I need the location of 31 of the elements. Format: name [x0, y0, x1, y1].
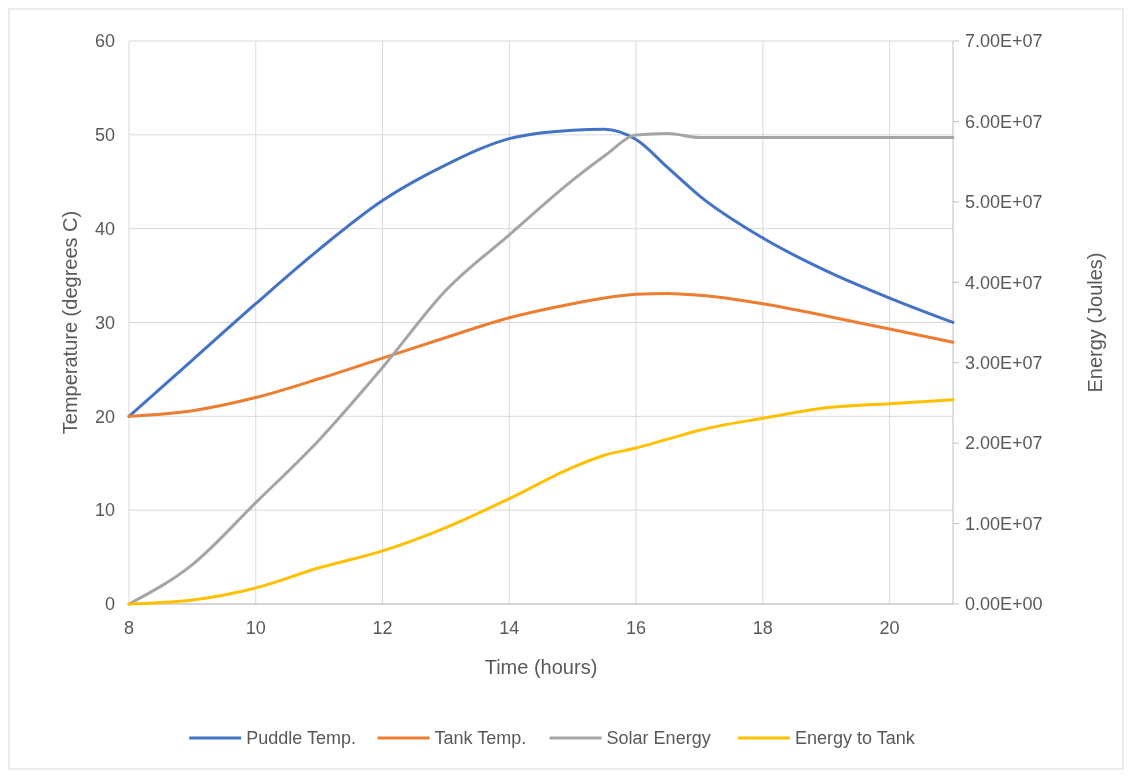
y-tick-label: 60 [94, 31, 115, 52]
y-tick-label: 40 [94, 218, 115, 239]
x-tick-label: 14 [499, 618, 520, 638]
y-tick-label: 20 [94, 406, 115, 427]
y2-tick-label: 2.00E+07 [965, 433, 1043, 454]
x-axis-title: Time (hours) [484, 656, 598, 678]
x-tick-label: 12 [372, 618, 393, 638]
y2-tick-label: 4.00E+07 [965, 272, 1043, 293]
line-series [127, 127, 955, 418]
y2-tick-label: 3.00E+07 [965, 353, 1043, 374]
y2-tick-label: 1.00E+07 [965, 513, 1043, 534]
y-tick-label: 30 [94, 312, 115, 333]
y-tick-label: 0 [104, 594, 115, 615]
y2-axis-title: Energy (Joules) [1084, 252, 1106, 393]
line-series [127, 291, 955, 418]
y-tick-label: 10 [94, 500, 115, 521]
x-tick-label: 16 [626, 618, 647, 638]
y-axis-title: Temperature (degrees C) [59, 210, 81, 435]
x-tick-label: 20 [879, 618, 900, 638]
y-tick-label: 50 [94, 125, 115, 146]
legend-label: Tank Temp. [434, 728, 527, 749]
y2-tick-label: 5.00E+07 [965, 192, 1043, 213]
y2-tick-label: 7.00E+07 [965, 31, 1043, 52]
y2-tick-label: 0.00E+00 [965, 594, 1043, 615]
x-tick-label: 8 [123, 618, 135, 638]
x-tick-label: 18 [752, 618, 773, 638]
legend-label: Energy to Tank [795, 728, 916, 749]
x-tick-label: 10 [245, 618, 266, 638]
legend-label: Solar Energy [606, 728, 711, 749]
y2-tick-label: 6.00E+07 [965, 111, 1043, 132]
legend-label: Puddle Temp. [246, 728, 356, 749]
